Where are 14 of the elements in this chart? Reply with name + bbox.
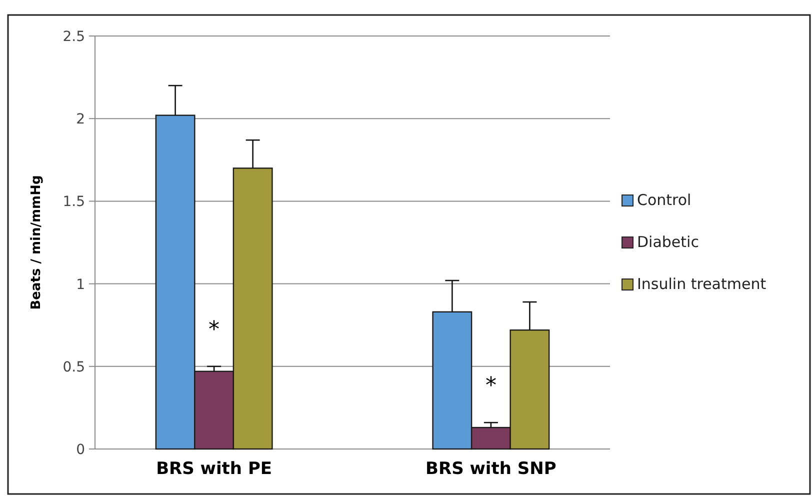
legend-label: Insulin treatment [637,275,766,293]
y-axis-title: Beats / min/mmHg [29,175,44,310]
y-tick-label: 2.5 [62,29,85,45]
x-tick-label: BRS with SNP [426,459,556,479]
y-tick-label: 0 [76,442,85,458]
x-tick-label: BRS with PE [156,459,272,479]
annotation: * [208,317,220,342]
y-tick-label: 0.5 [62,359,85,376]
y-tick-label: 1 [76,276,85,293]
y-tick-label: 1.5 [62,194,85,210]
legend-label: Diabetic [637,233,699,251]
annotation: * [485,374,496,399]
y-tick-label: 2 [76,112,85,128]
legend-label: Control [637,191,692,209]
